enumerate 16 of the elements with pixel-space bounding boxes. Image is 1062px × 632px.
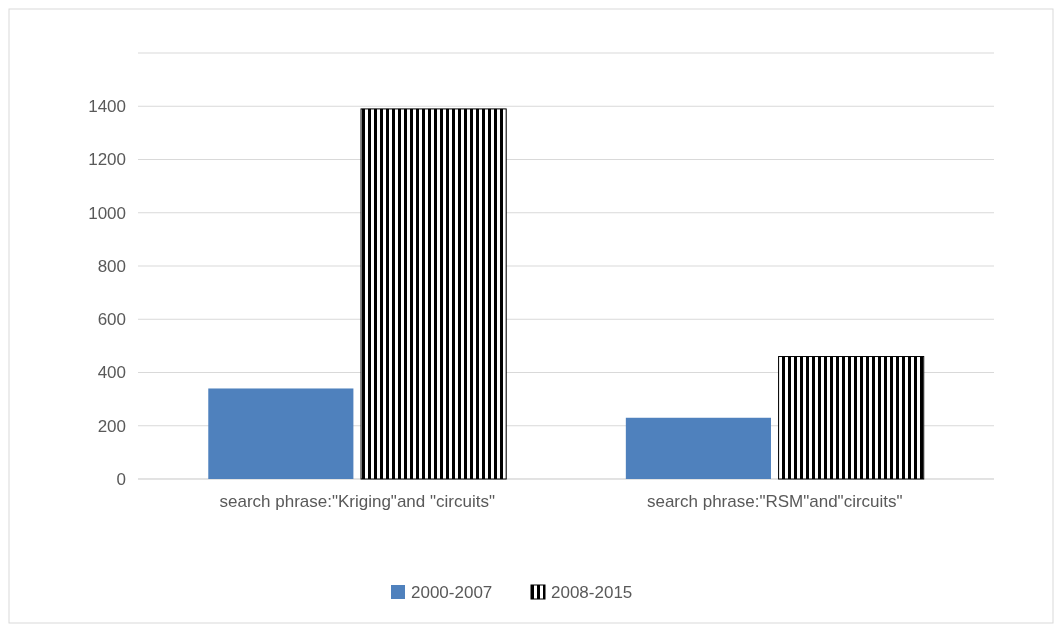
y-tick-label: 1000	[88, 203, 126, 223]
y-tick-label: 0	[116, 469, 126, 489]
legend-label: 2008-2015	[551, 582, 633, 602]
x-tick-label: search phrase:"RSM"and"circuits"	[646, 492, 903, 511]
y-tick-label: 1200	[88, 150, 126, 170]
bar	[778, 356, 925, 480]
bar	[208, 388, 354, 479]
y-tick-label: 200	[97, 416, 126, 436]
legend-label: 2000-2007	[411, 582, 493, 602]
y-tick-label: 600	[97, 310, 126, 330]
y-tick-label: 800	[97, 256, 126, 276]
bar	[360, 108, 507, 480]
bar	[625, 417, 771, 479]
y-tick-label: 400	[97, 363, 126, 383]
y-tick-label: 1400	[88, 97, 126, 117]
x-tick-label: search phrase:"Kriging"and "circuits"	[219, 492, 495, 511]
